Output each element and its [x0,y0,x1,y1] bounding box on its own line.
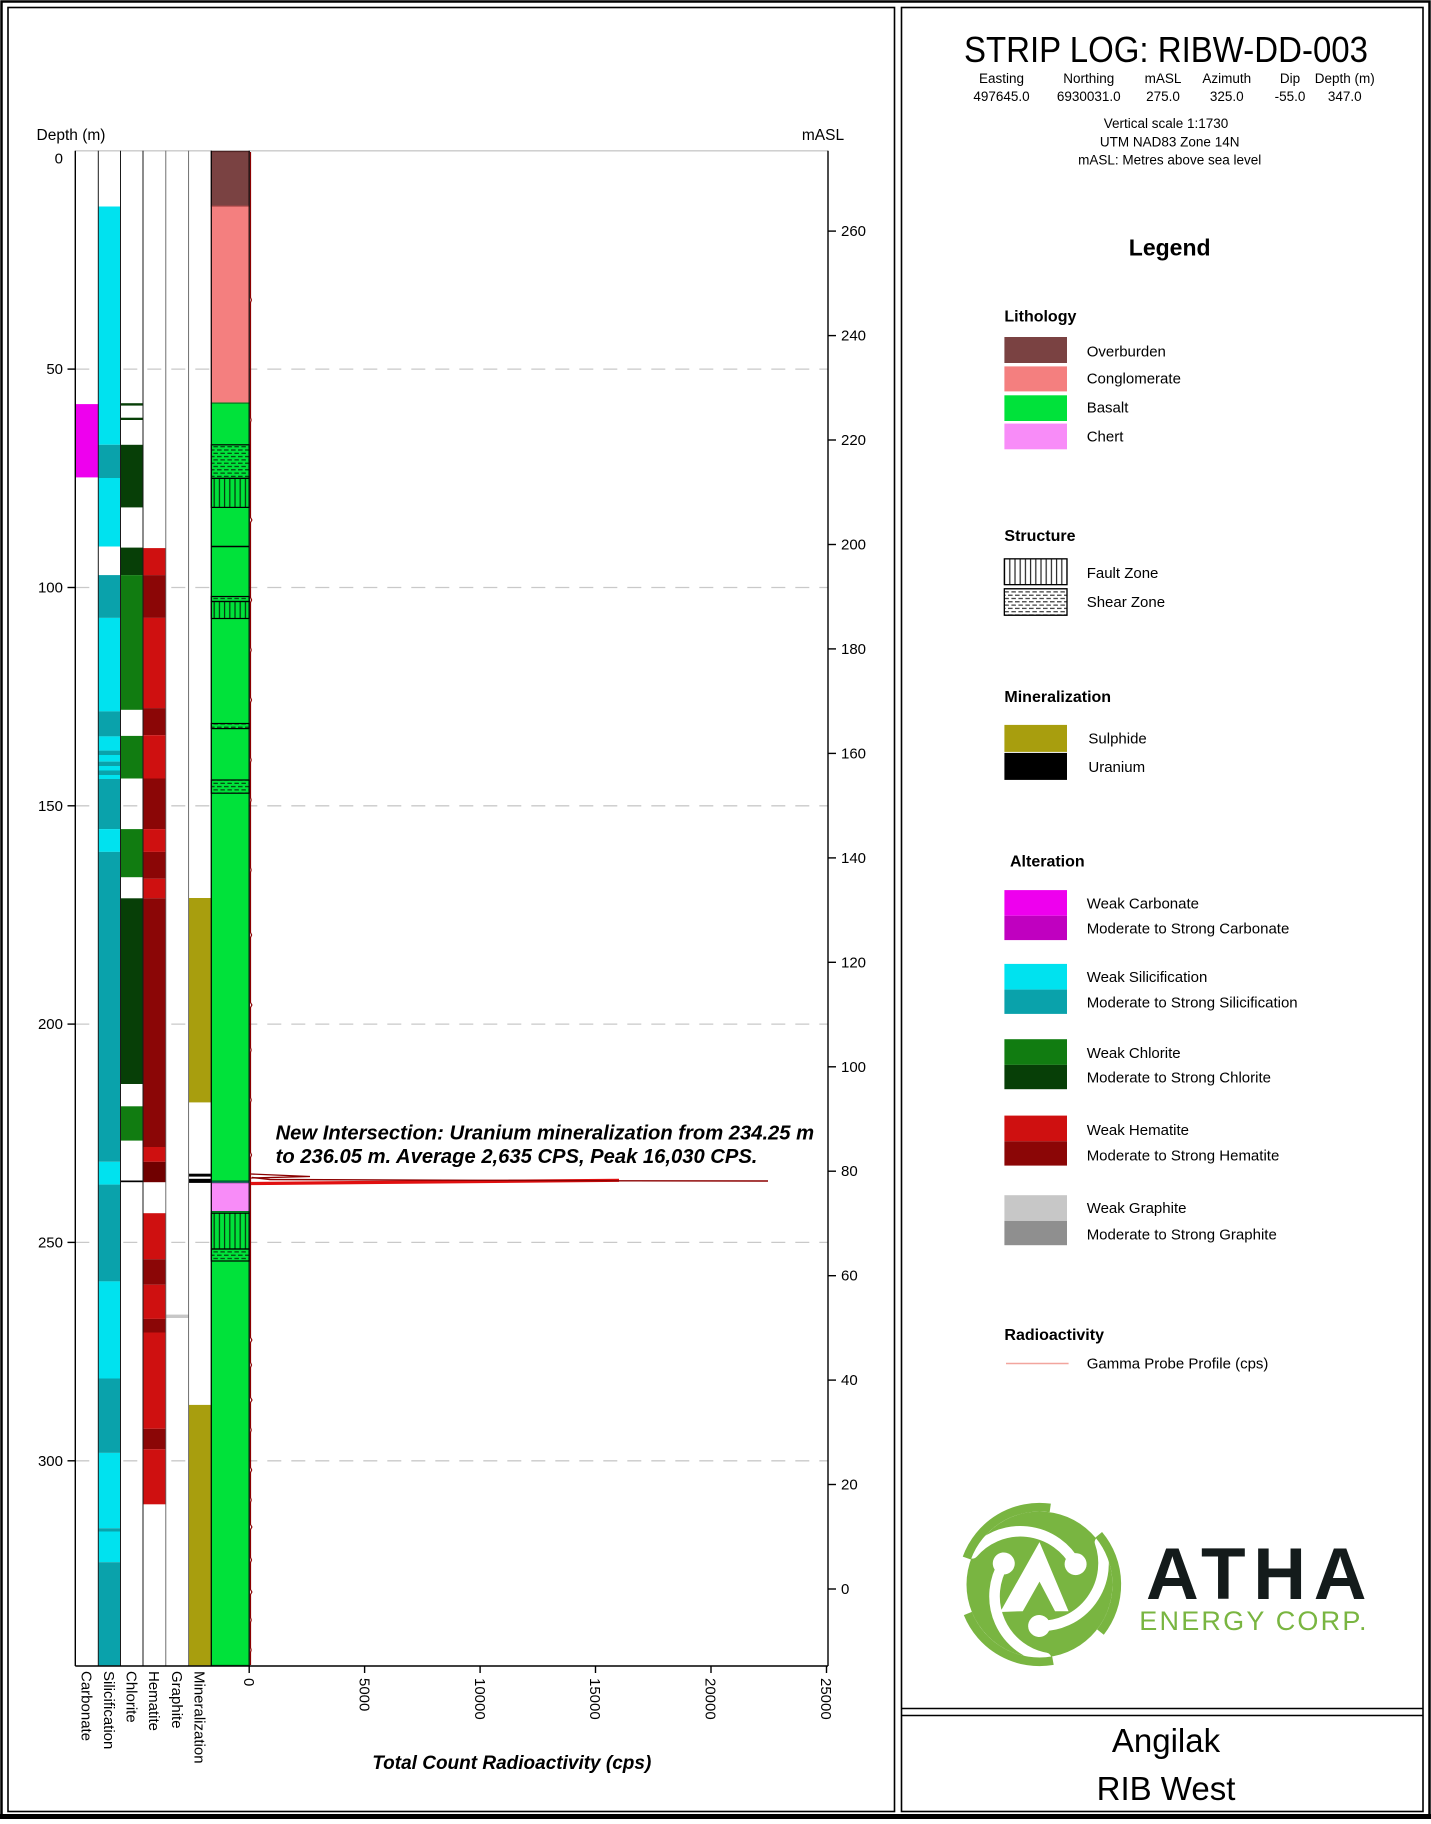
svg-text:150: 150 [38,798,63,815]
svg-text:Moderate to Strong Graphite: Moderate to Strong Graphite [1087,1227,1277,1244]
svg-text:Sulphide: Sulphide [1088,731,1146,748]
svg-text:Overburden: Overburden [1087,343,1166,360]
svg-text:250: 250 [38,1234,63,1251]
svg-text:Hematite: Hematite [145,1671,162,1731]
svg-text:Conglomerate: Conglomerate [1087,370,1181,387]
svg-text:Structure: Structure [1004,528,1075,545]
svg-text:Moderate to Strong Chlorite: Moderate to Strong Chlorite [1087,1070,1271,1087]
svg-text:Carbonate: Carbonate [78,1671,95,1741]
svg-text:Mineralization: Mineralization [191,1671,208,1764]
svg-text:20000: 20000 [702,1678,719,1720]
svg-text:Moderate to Strong Carbonate: Moderate to Strong Carbonate [1087,921,1290,938]
svg-text:Moderate to Strong Hematite: Moderate to Strong Hematite [1087,1148,1280,1165]
svg-text:140: 140 [841,850,866,867]
svg-text:Graphite: Graphite [168,1671,185,1729]
svg-text:Silicification: Silicification [100,1671,117,1749]
svg-text:120: 120 [841,954,866,971]
svg-text:240: 240 [841,328,866,345]
svg-text:Dip: Dip [1280,71,1300,86]
svg-text:100: 100 [841,1059,866,1076]
svg-text:Vertical scale 1:1730: Vertical scale 1:1730 [1104,116,1229,131]
svg-text:Basalt: Basalt [1087,399,1130,416]
svg-text:Radioactivity: Radioactivity [1004,1327,1104,1344]
svg-text:Easting: Easting [979,71,1024,86]
svg-text:Weak Chlorite: Weak Chlorite [1087,1045,1181,1062]
svg-text:Fault Zone: Fault Zone [1087,565,1159,582]
svg-text:80: 80 [841,1163,858,1180]
svg-text:RIB West: RIB West [1097,1770,1236,1807]
svg-text:25000: 25000 [817,1678,834,1720]
svg-text:180: 180 [841,641,866,658]
svg-text:220: 220 [841,432,866,449]
svg-text:Weak Carbonate: Weak Carbonate [1087,896,1199,913]
svg-text:0: 0 [55,150,63,167]
svg-text:Chlorite: Chlorite [122,1671,139,1723]
svg-text:mASL: Metres above sea level: mASL: Metres above sea level [1078,153,1261,168]
svg-text:260: 260 [841,223,866,240]
svg-text:20: 20 [841,1477,858,1494]
svg-text:Mineralization: Mineralization [1004,689,1111,706]
svg-text:Shear Zone: Shear Zone [1087,594,1165,611]
svg-text:ATHA: ATHA [1146,1534,1374,1615]
svg-text:0: 0 [240,1678,257,1686]
svg-text:40: 40 [841,1372,858,1389]
svg-text:to 236.05 m. Average 2,635 CPS: to 236.05 m. Average 2,635 CPS, Peak 16,… [276,1146,758,1168]
svg-text:60: 60 [841,1268,858,1285]
svg-text:Weak Graphite: Weak Graphite [1087,1200,1187,1217]
svg-text:UTM NAD83 Zone 14N: UTM NAD83 Zone 14N [1100,134,1240,149]
svg-text:15000: 15000 [586,1678,603,1720]
svg-text:STRIP LOG: RIBW-DD-003: STRIP LOG: RIBW-DD-003 [964,29,1368,70]
svg-text:Moderate to Strong Silicificat: Moderate to Strong Silicification [1087,995,1298,1012]
svg-text:6930031.0: 6930031.0 [1057,89,1121,104]
svg-text:347.0: 347.0 [1328,89,1362,104]
svg-text:Angilak: Angilak [1112,1722,1221,1759]
svg-text:160: 160 [841,745,866,762]
svg-text:-55.0: -55.0 [1275,89,1306,104]
svg-text:300: 300 [38,1453,63,1470]
svg-text:Alteration: Alteration [1010,854,1085,871]
svg-text:ENERGY CORP.: ENERGY CORP. [1139,1606,1368,1636]
svg-text:Weak Hematite: Weak Hematite [1087,1122,1189,1139]
svg-text:Chert: Chert [1087,428,1125,445]
svg-text:497645.0: 497645.0 [973,89,1029,104]
svg-text:100: 100 [38,580,63,597]
svg-text:Depth (m): Depth (m) [37,127,106,144]
svg-text:5000: 5000 [355,1678,372,1711]
svg-text:0: 0 [841,1581,849,1598]
svg-text:200: 200 [841,537,866,554]
svg-text:Gamma Probe Profile (cps): Gamma Probe Profile (cps) [1087,1356,1269,1373]
svg-text:50: 50 [46,361,63,378]
svg-text:Northing: Northing [1063,71,1114,86]
svg-text:Lithology: Lithology [1004,309,1076,326]
svg-text:Total Count Radioactivity (cps: Total Count Radioactivity (cps) [372,1753,651,1774]
svg-text:Azimuth: Azimuth [1202,71,1251,86]
svg-text:275.0: 275.0 [1146,89,1180,104]
svg-text:10000: 10000 [471,1678,488,1720]
svg-text:Weak Silicification: Weak Silicification [1087,969,1208,986]
svg-text:Uranium: Uranium [1088,759,1145,776]
svg-text:mASL: mASL [802,127,845,144]
svg-text:New Intersection: Uranium mine: New Intersection: Uranium mineralization… [276,1123,815,1145]
svg-text:325.0: 325.0 [1210,89,1244,104]
svg-text:Depth (m): Depth (m) [1315,71,1375,86]
svg-text:Legend: Legend [1129,235,1211,261]
svg-text:200: 200 [38,1016,63,1033]
svg-text:mASL: mASL [1145,71,1182,86]
